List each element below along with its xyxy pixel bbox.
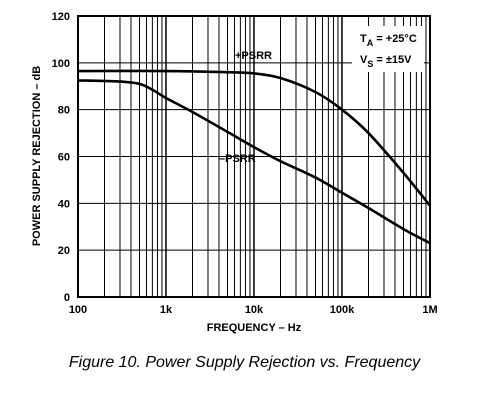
y-tick-label: 100 — [52, 58, 70, 70]
x-axis-label: FREQUENCY – Hz — [207, 322, 302, 334]
x-tick-label: 10k — [245, 304, 264, 316]
series-label-minus-psrr: –PSRR — [219, 153, 256, 165]
series-layer — [77, 69, 432, 245]
condition-ta: TA = +25°C — [360, 33, 417, 48]
conditions-box-bg — [352, 26, 424, 72]
x-tick-label: 100k — [330, 304, 355, 316]
chart-svg: 0 20 40 60 80 100 120 100 1k 10k 100k 1M FREQUENCY … — [31, 11, 438, 334]
y-tick-label: 80 — [58, 105, 70, 117]
y-tick-label: 40 — [58, 198, 70, 210]
y-axis-label: POWER SUPPLY REJECTION – dB — [31, 66, 43, 246]
tick-labels: 0 20 40 60 80 100 120 100 1k 10k 100k 1M — [52, 11, 438, 316]
series-label-plus-psrr: +PSRR — [235, 50, 272, 62]
figure-caption: Figure 10. Power Supply Rejection vs. Fr… — [68, 354, 421, 371]
y-tick-label: 0 — [64, 292, 70, 304]
series-line-plus-psrr — [77, 69, 432, 207]
y-tick-label: 60 — [58, 152, 70, 164]
x-tick-label: 100 — [69, 304, 87, 316]
condition-vs: VS = ±15V — [360, 54, 412, 69]
chart: 0 20 40 60 80 100 120 100 1k 10k 100k 1M FREQUENCY … — [31, 11, 438, 334]
series-line-minus-psrr — [77, 79, 431, 245]
y-tick-label: 20 — [58, 245, 70, 257]
plot-frame — [77, 15, 431, 298]
y-tick-label: 120 — [52, 11, 70, 23]
x-tick-label: 1M — [422, 304, 437, 316]
x-tick-label: 1k — [160, 304, 173, 316]
